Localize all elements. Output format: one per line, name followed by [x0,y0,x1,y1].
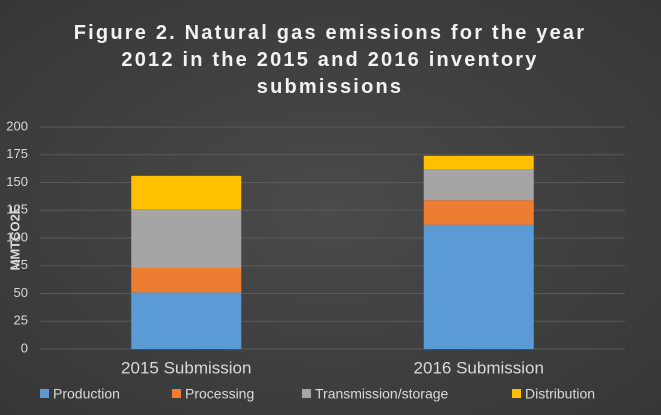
y-tick-label: 175 [6,146,28,161]
y-tick-label: 125 [6,202,28,217]
chart-title: Figure 2. Natural gas emissions for the … [73,22,587,98]
x-tick-label: 2015 Submission [121,358,251,377]
y-tick-label: 50 [14,285,28,300]
bar-segment [423,224,534,349]
legend-swatch [40,389,49,398]
bar-segment [423,200,534,225]
bar-segment [423,155,534,170]
y-tick-label: 200 [6,118,28,133]
legend-label: Distribution [525,386,595,402]
bar-segment [131,209,242,268]
bar-segment [131,292,242,349]
bar-segment [423,169,534,201]
legend-swatch [302,389,311,398]
y-tick-label: 75 [14,257,28,272]
bar-segment [131,267,242,293]
y-axis-label: MMTCO2E [7,205,22,270]
y-tick-label: 0 [21,340,28,355]
legend-swatch [172,389,181,398]
y-tick-label: 100 [6,229,28,244]
x-tick-label: 2016 Submission [414,358,544,377]
y-tick-label: 150 [6,174,28,189]
bar-segment [131,175,242,210]
legend-label: Transmission/storage [315,386,449,402]
legend-swatch [512,389,521,398]
legend-label: Production [53,386,120,402]
legend-label: Processing [185,386,254,402]
y-tick-label: 25 [14,313,28,328]
